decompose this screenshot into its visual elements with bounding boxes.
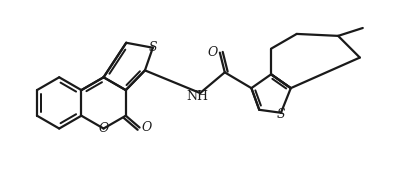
Text: S: S (277, 108, 285, 121)
Text: O: O (208, 46, 218, 59)
Text: S: S (148, 41, 157, 54)
Text: NH: NH (186, 90, 208, 102)
Text: O: O (98, 122, 109, 135)
Text: O: O (141, 121, 152, 134)
